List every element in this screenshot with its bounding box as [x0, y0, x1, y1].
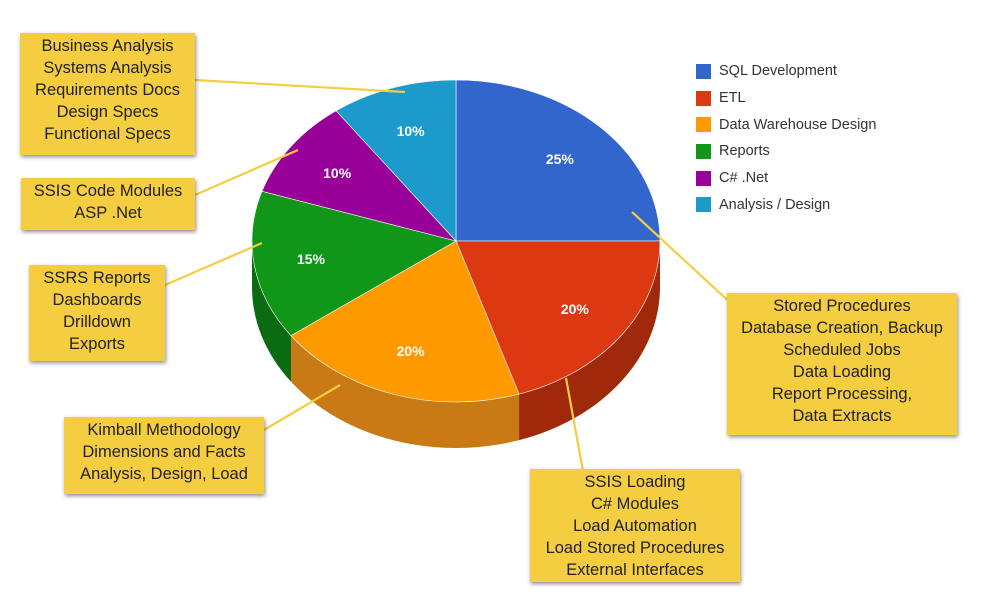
callout-line-text: Requirements Docs: [35, 81, 180, 99]
pie-side-walls: [252, 241, 660, 448]
callout-line-text: Systems Analysis: [43, 59, 172, 77]
legend-swatch: [696, 117, 711, 133]
callout-line-dw: [263, 384, 341, 431]
legend-item: ETL: [696, 85, 876, 112]
pie-label-5: 10%: [397, 123, 426, 139]
callout-line-text: SSIS Loading: [584, 473, 686, 491]
legend-item: C# .Net: [696, 165, 876, 192]
callout-line-text: Analysis, Design, Load: [80, 465, 248, 483]
callout-line-text: SSIS Code Modules: [33, 182, 183, 200]
legend-item: SQL Development: [696, 58, 876, 85]
legend-swatch: [696, 170, 711, 186]
callout-line-text: Functional Specs: [44, 125, 171, 143]
pie-slice-sql-development: [455, 79, 661, 242]
callout-data-warehouse-design: Kimball Methodology Dimensions and Facts A…: [64, 417, 264, 494]
pie-slices: [251, 79, 661, 403]
legend-label: Data Warehouse Design: [719, 116, 877, 133]
legend-swatch: [696, 90, 711, 106]
pie-label-3: 15%: [297, 251, 326, 267]
callout-line-text: SSRS Reports: [43, 269, 151, 287]
legend-label: ETL: [719, 90, 746, 107]
callout-analysis-design: Business Analysis Systems Analysis Require…: [20, 33, 195, 155]
callout-line-text: Stored Procedures: [773, 297, 911, 315]
callout-line-text: Load Stored Procedures: [545, 539, 725, 557]
callout-line-text: C# Modules: [590, 495, 680, 513]
callout-line-text: Report Processing,: [771, 385, 913, 403]
pie-slice-data-warehouse-design: [290, 240, 520, 403]
legend-label: Reports: [719, 143, 770, 160]
callout-line-text: Database Creation, Backup: [741, 319, 943, 337]
callout-line-text: Business Analysis: [41, 37, 174, 55]
pie-slice-etl: [455, 240, 661, 395]
callout-line-text: Load Automation: [573, 517, 697, 535]
pie-slice-analysis-design: [335, 79, 457, 242]
callout-line-reports: [164, 241, 263, 287]
legend-swatch: [696, 197, 711, 213]
legend-item: Data Warehouse Design: [696, 111, 876, 138]
pie-slice-c-net: [261, 110, 457, 242]
callout-line-text: Dashboards: [52, 291, 142, 309]
legend-item: Reports: [696, 138, 876, 165]
callout-line-text: Scheduled Jobs: [783, 341, 901, 359]
legend-swatch: [696, 63, 711, 79]
pie-label-4: 10%: [323, 165, 352, 181]
callout-sql-development: Stored Procedures Database Creation, Back…: [727, 293, 957, 435]
pie-label-0: 25%: [546, 151, 575, 167]
pie-slice-reports: [251, 190, 457, 337]
callout-line-text: Exports: [69, 335, 125, 353]
callout-line-text: Dimensions and Facts: [82, 443, 246, 461]
callout-line-analysis: [194, 78, 406, 94]
callout-line-text: Data Extracts: [792, 407, 892, 425]
callout-line-text: External Interfaces: [566, 561, 704, 579]
callout-line-text: Kimball Methodology: [87, 421, 241, 439]
legend-label: Analysis / Design: [719, 196, 831, 213]
legend-label: SQL Development: [719, 63, 837, 80]
pie-side-3: [252, 241, 291, 382]
callout-reports: SSRS Reports Dashboards Drilldown Exports: [29, 265, 165, 361]
pie-side-1: [519, 241, 660, 441]
legend-swatch: [696, 143, 711, 159]
pie-label-2: 20%: [397, 343, 426, 359]
legend-item: Analysis / Design: [696, 191, 876, 218]
legend-label: C# .Net: [719, 170, 769, 187]
callout-line-sql: [631, 211, 736, 308]
callout-line-csharp: [194, 148, 299, 197]
callout-line-text: Data Loading: [792, 363, 892, 381]
pie-label-1: 20%: [561, 301, 590, 317]
callout-line-etl: [564, 377, 585, 472]
callout-line-text: Drilldown: [63, 313, 131, 331]
callout-line-text: Design Specs: [56, 103, 159, 121]
callout-etl: SSIS Loading C# Modules Load Automation Loa…: [530, 469, 740, 582]
pie-side-2: [290, 335, 520, 448]
callout-line-text: ASP .Net: [74, 204, 142, 222]
legend: SQL Development ETL Data Warehouse Design R…: [696, 58, 876, 218]
callout-csharp-net: SSIS Code Modules ASP .Net: [21, 178, 195, 230]
